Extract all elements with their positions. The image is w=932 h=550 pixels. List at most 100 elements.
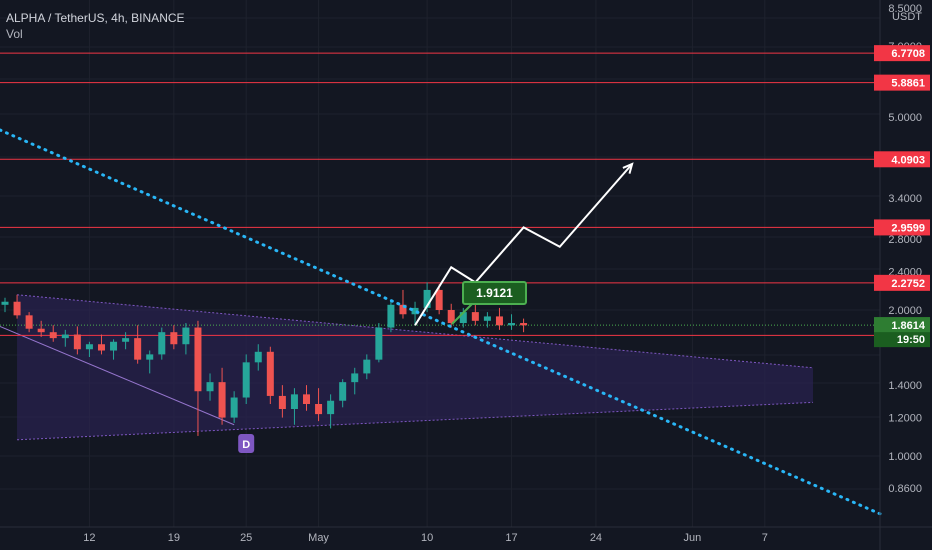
level-tag-label: 2.2752 <box>891 278 925 290</box>
price-tick-label: 0.8600 <box>888 483 922 495</box>
current-price-tag-top <box>874 317 930 333</box>
candle-body <box>520 323 528 326</box>
candle-body <box>61 334 69 339</box>
chart-title: ALPHA / TetherUS, 4h, BINANCE <box>6 11 185 25</box>
candle-body <box>387 304 395 328</box>
price-tick-label: 1.4000 <box>888 380 922 392</box>
candle-body <box>230 397 238 418</box>
candle-body <box>218 382 226 418</box>
candle-body <box>266 351 274 396</box>
price-tick-label: 2.8000 <box>888 234 922 246</box>
candle-body <box>242 362 250 398</box>
candle-body <box>170 332 178 345</box>
price-tick-label: 8.5000 <box>888 3 922 15</box>
candle-body <box>508 323 516 326</box>
candle-body <box>315 404 323 415</box>
candle-body <box>351 373 359 383</box>
candle-body <box>375 327 383 360</box>
projection-line <box>414 163 633 326</box>
candle-body <box>459 312 467 324</box>
price-callout: 1.9121 <box>451 281 527 325</box>
time-tick-label: May <box>308 532 329 544</box>
candle-body <box>483 316 491 321</box>
candle-body <box>327 400 335 415</box>
candle-body <box>13 301 21 316</box>
candle-body <box>122 338 130 342</box>
time-tick-label: 19 <box>168 532 180 544</box>
candle-body <box>339 382 347 401</box>
time-tick-label: 10 <box>421 532 433 544</box>
d-marker: D <box>238 434 255 453</box>
price-tick-label: 2.0000 <box>888 305 922 317</box>
price-tick-label: 5.0000 <box>888 112 922 124</box>
time-tick-label: 25 <box>240 532 252 544</box>
time-tick-label: 24 <box>590 532 602 544</box>
candle-body <box>194 327 202 392</box>
candle-body <box>73 334 81 350</box>
candle-body <box>49 332 57 339</box>
level-tag-label: 4.0903 <box>891 154 925 166</box>
candle-body <box>363 359 371 374</box>
level-tag-label: 2.9599 <box>891 222 925 234</box>
candle-body <box>471 312 479 321</box>
candle-body <box>110 341 118 351</box>
price-tick-label: 1.0000 <box>888 451 922 463</box>
candle-body <box>303 394 310 405</box>
price-tick-label: 1.2000 <box>888 413 922 425</box>
level-tag-label: 6.7708 <box>891 48 925 60</box>
candle-body <box>206 382 214 392</box>
currency-label: USDT <box>892 11 922 23</box>
candle-body <box>447 310 455 324</box>
channel-fill <box>17 294 814 440</box>
candle-body <box>37 328 45 333</box>
channel-upper-line <box>17 294 814 369</box>
candle-body <box>435 289 443 310</box>
volume-indicator-label: Vol <box>6 27 23 41</box>
candle-body <box>399 304 407 315</box>
candle-body <box>290 394 298 409</box>
time-tick-label: 7 <box>762 532 768 544</box>
trendline-dotted <box>0 128 882 516</box>
time-tick-label: 12 <box>83 532 95 544</box>
wedge-line <box>0 325 235 426</box>
candle-body <box>182 327 190 345</box>
time-tick-label: 17 <box>505 532 517 544</box>
projection-path <box>414 162 634 326</box>
callout-box <box>462 281 527 305</box>
marker-box <box>238 434 255 453</box>
level-tag <box>874 151 930 168</box>
projection-arrowhead <box>622 162 634 174</box>
candle-body <box>146 354 154 360</box>
candle-body <box>25 315 33 329</box>
level-tag <box>874 274 930 291</box>
countdown-label: 19:50 <box>897 334 925 346</box>
callout-label: 1.9121 <box>476 286 513 300</box>
candle-body <box>423 289 431 308</box>
candle-body <box>97 344 105 351</box>
time-tick-label: Jun <box>684 532 702 544</box>
candle-body <box>1 301 9 305</box>
candle-body <box>85 344 93 350</box>
current-price-label: 1.8614 <box>891 320 926 332</box>
candle-body <box>411 307 419 315</box>
candle-body <box>278 395 286 409</box>
candlesticks <box>1 282 528 436</box>
channel-lower-line <box>17 401 814 441</box>
candle-body <box>254 351 262 363</box>
price-axis: 8.50007.00005.00003.40002.80002.40002.00… <box>874 0 930 550</box>
price-tick-label: 3.4000 <box>888 193 922 205</box>
marker-label: D <box>242 439 250 451</box>
level-tag <box>874 219 930 236</box>
support-resistance-levels <box>0 52 880 336</box>
callout-pointer <box>451 303 473 325</box>
level-tag-label: 5.8861 <box>891 78 925 90</box>
candle-body <box>495 316 503 326</box>
descending-trendline <box>0 128 882 516</box>
level-tag <box>874 74 930 91</box>
time-axis: 12 19 25 May 10 17 24 Jun 7 <box>0 526 932 544</box>
candle-body <box>158 332 166 355</box>
candle-body <box>134 338 142 360</box>
channel <box>0 294 814 441</box>
